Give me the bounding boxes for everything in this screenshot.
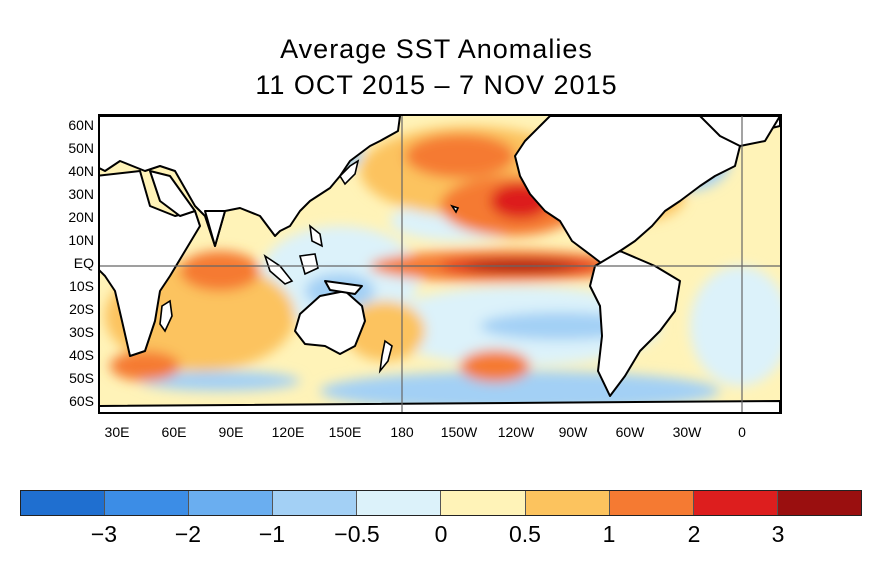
islands (159, 159, 460, 374)
lat-label-50s: 50S (69, 370, 94, 386)
lat-label-30n: 30N (68, 186, 94, 202)
lat-label-40s: 40S (69, 347, 94, 363)
land-philippines (308, 224, 324, 248)
lon-label-90e: 90E (218, 424, 244, 440)
colorbar-segment (693, 491, 778, 515)
colorbar-label-minus-2: −2 (174, 521, 202, 547)
land-eurasia (100, 116, 401, 247)
lat-label-50n: 50N (68, 140, 94, 156)
sst-map-canvas (100, 116, 780, 412)
land-sumatra (263, 254, 294, 285)
colorbar-label-2: 2 (687, 521, 701, 547)
lat-label-60n: 60N (68, 117, 94, 133)
anomaly-southern-indian-cool (140, 371, 300, 391)
anomaly-indian-ocean-hot (180, 251, 260, 291)
land-antarctica (100, 400, 780, 412)
colorbar-label-0: 0 (434, 521, 448, 547)
colorbar-segment (189, 491, 274, 515)
lon-label-60e: 60E (161, 424, 187, 440)
land-south-america (589, 250, 681, 397)
land-japan (338, 159, 360, 186)
lat-label-10s: 10S (69, 278, 94, 294)
land-arabia (149, 170, 196, 217)
colorbar-segment (357, 491, 442, 515)
colorbar (20, 490, 862, 516)
lat-label-10n: 10N (68, 232, 94, 248)
lon-label-180: 180 (390, 424, 414, 440)
land-africa (100, 170, 201, 357)
anomaly-indian-south-warm (110, 351, 180, 381)
colorbar-segment (21, 491, 106, 515)
land-madagascar (159, 299, 173, 333)
lon-label-150e: 150E (328, 424, 362, 440)
colorbar-segment (609, 491, 694, 515)
land-new-guinea (324, 280, 363, 295)
colorbar-segment (525, 491, 610, 515)
colorbar-label-0-5: 0.5 (509, 521, 541, 547)
land-masses (100, 116, 780, 412)
colorbar-label-1: 1 (602, 521, 616, 547)
land-borneo (298, 253, 319, 276)
lat-label-60s: 60S (69, 393, 94, 409)
lon-label-0: 0 (738, 424, 746, 440)
colorbar-label-minus-0-5: −0.5 (334, 521, 380, 547)
map-title: Average SST Anomalies (280, 34, 593, 64)
land-hawaii (450, 204, 460, 214)
land-india (204, 210, 226, 247)
lon-label-30w: 30W (672, 424, 702, 440)
colorbar-label-3: 3 (771, 521, 785, 547)
map-date-range: 11 OCT 2015 – 7 NOV 2015 (255, 70, 618, 100)
anomaly-south-atlantic-neutral (690, 266, 780, 386)
colorbar-segment (777, 491, 861, 515)
lat-label-20n: 20N (68, 209, 94, 225)
lon-label-60w: 60W (615, 424, 645, 440)
lon-label-30e: 30E (104, 424, 130, 440)
lon-label-120e: 120E (271, 424, 305, 440)
colorbar-segment (441, 491, 526, 515)
lat-label-20s: 20S (69, 301, 94, 317)
land-new-zealand (378, 339, 393, 374)
colorbar-label-minus-1: −1 (258, 521, 286, 547)
sst-anomaly-map (98, 114, 782, 414)
lat-label-40n: 40N (68, 163, 94, 179)
colorbar-label-minus-3: −3 (90, 521, 118, 547)
colorbar-segment (273, 491, 358, 515)
land-greenland (699, 116, 780, 147)
lon-label-120w: 120W (497, 424, 535, 440)
lat-label-eq: EQ (73, 255, 94, 271)
anomaly-south-pacific-warm (460, 350, 530, 382)
anomaly-north-pacific-hot (405, 134, 515, 178)
lon-label-150w: 150W (440, 424, 478, 440)
land-australia (294, 290, 366, 355)
lon-label-90w: 90W (558, 424, 588, 440)
lat-label-30s: 30S (69, 324, 94, 340)
colorbar-segment (105, 491, 190, 515)
